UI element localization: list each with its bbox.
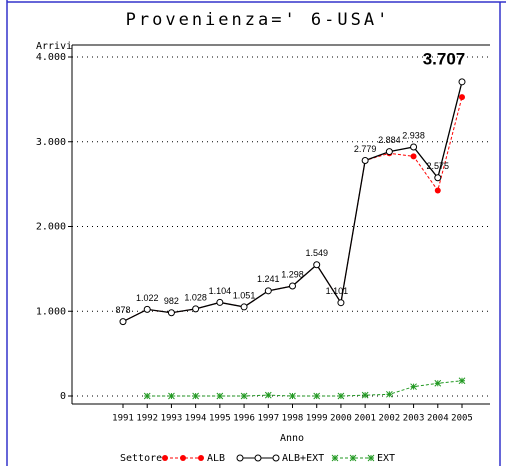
x-tick-label: 2003 (403, 414, 425, 424)
data-label: 1.241 (257, 274, 280, 284)
series-line (147, 380, 463, 397)
point (264, 287, 272, 295)
data-label: 878 (115, 305, 130, 315)
series-line (122, 96, 463, 323)
point (361, 156, 369, 164)
point (434, 174, 442, 182)
x-tick-label: 1992 (136, 414, 158, 424)
point (386, 390, 393, 398)
y-tick-label: 3.000 (36, 137, 66, 148)
legend-label: ALB (207, 453, 225, 464)
data-label: 1.298 (281, 269, 304, 279)
point (143, 305, 151, 313)
data-label: 1.028 (184, 292, 207, 302)
x-tick-label: 1998 (282, 414, 304, 424)
point (410, 383, 417, 391)
point (240, 303, 248, 311)
point (459, 94, 465, 101)
point (289, 392, 296, 400)
point (313, 392, 321, 400)
data-label: 2.938 (402, 130, 425, 140)
x-tick-label: 2000 (330, 414, 352, 424)
legend-label: ALB+EXT (282, 453, 324, 464)
x-tick-label: 2002 (379, 414, 401, 424)
data-label: 2.884 (378, 135, 401, 145)
y-tick-label: 0 (60, 391, 66, 402)
y-tick-label: 2.000 (36, 222, 66, 233)
point (240, 392, 248, 400)
x-tick-label: 1991 (112, 414, 134, 424)
point (434, 187, 441, 194)
point (337, 392, 345, 400)
point (410, 153, 417, 160)
data-label: 2.575 (427, 161, 450, 171)
point (385, 148, 393, 156)
y-tick-label: 4.000 (36, 52, 66, 63)
point (361, 391, 369, 399)
legend-marker (272, 454, 280, 462)
data-label: 1.051 (233, 290, 256, 300)
point (168, 392, 175, 400)
legend-marker (254, 454, 262, 462)
legend-marker (180, 455, 186, 461)
point (167, 309, 175, 317)
point (458, 377, 466, 385)
chart-title: Provenienza=' 6-USA' (126, 10, 391, 30)
legend-title: Settore (120, 453, 162, 464)
legend-marker (367, 454, 375, 462)
x-tick-label: 1997 (257, 414, 279, 424)
data-label: 1.104 (209, 286, 232, 296)
point (216, 298, 224, 306)
y-axis-label: Arrivi (36, 41, 72, 52)
legend-marker (162, 455, 168, 461)
point (119, 318, 127, 326)
data-label: 1.101 (326, 286, 349, 296)
point (434, 379, 442, 387)
x-axis-label: Anno (280, 433, 304, 444)
legend-marker (349, 454, 357, 462)
legend-label: EXT (377, 453, 395, 464)
legend-marker (331, 454, 339, 462)
legend-marker (198, 455, 204, 461)
x-tick-label: 1995 (209, 414, 231, 424)
x-tick-label: 2004 (427, 414, 449, 424)
point (289, 282, 296, 290)
legend-marker (236, 454, 244, 462)
data-label: 3.707 (423, 49, 466, 68)
x-tick-label: 1999 (306, 414, 328, 424)
point (337, 299, 345, 307)
point (410, 143, 418, 151)
point (192, 392, 199, 400)
x-tick-label: 2001 (354, 414, 376, 424)
data-label: 1.549 (305, 248, 328, 258)
point (143, 392, 151, 400)
y-tick-label: 1.000 (36, 306, 66, 317)
x-tick-label: 2005 (451, 414, 473, 424)
point (458, 78, 466, 86)
data-label: 982 (164, 296, 179, 306)
point (192, 305, 200, 313)
x-tick-label: 1993 (161, 414, 183, 424)
point (264, 391, 272, 399)
point (313, 261, 321, 269)
data-label: 1.022 (136, 293, 159, 303)
x-tick-label: 1996 (233, 414, 255, 424)
data-label: 2.779 (354, 144, 377, 154)
x-tick-label: 1994 (185, 414, 207, 424)
point (216, 392, 224, 400)
